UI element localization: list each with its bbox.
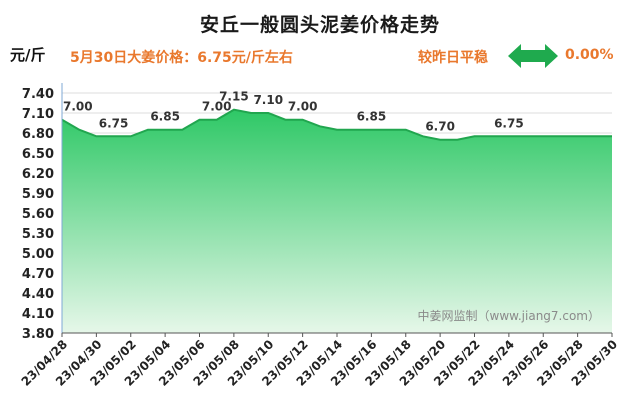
data-label: 7.00: [63, 100, 93, 114]
y-axis-unit: 元/斤: [10, 46, 46, 64]
change-percent: 0.00%: [565, 47, 614, 63]
price-line: [61, 108, 612, 141]
data-label: 6.85: [150, 110, 180, 124]
y-tick-label: 5.30: [22, 227, 54, 242]
x-axis-ticks: 23/04/2823/04/3023/05/0223/05/0423/05/06…: [19, 333, 620, 389]
y-tick-label: 6.20: [22, 167, 54, 182]
y-tick-label: 7.40: [22, 87, 54, 102]
compare-label: 较昨日平稳: [418, 50, 488, 66]
y-tick-label: 4.40: [22, 287, 54, 302]
data-label: 6.75: [99, 116, 129, 130]
data-label: 6.85: [357, 110, 387, 124]
double-arrow-icon: [508, 44, 558, 68]
y-axis-ticks: 7.40 7.10 6.80 6.50 6.20 5.90 5.60 5.30 5.00 4.70…: [22, 87, 54, 342]
price-area: [62, 109, 612, 333]
price-note: 5月30日大姜价格：6.75元/斤左右: [70, 50, 293, 66]
data-label: 6.70: [425, 120, 455, 134]
data-label: 7.10: [253, 93, 283, 107]
y-tick-label: 4.10: [22, 307, 54, 322]
watermark: 中姜网监制（www.jiang7.com）: [418, 308, 600, 323]
data-label: 6.75: [494, 116, 524, 130]
y-tick-label: 5.00: [22, 247, 54, 262]
y-tick-label: 5.90: [22, 187, 54, 202]
data-labels: 7.006.75 6.857.007.15 7.10 7.006.856.70 6.75: [63, 90, 524, 134]
chart-title: 安丘一般圆头泥姜价格走势: [199, 14, 440, 36]
y-tick-label: 3.80: [22, 327, 54, 342]
y-tick-label: 7.10: [22, 107, 54, 122]
data-label: 7.15: [219, 90, 249, 104]
y-tick-label: 6.80: [22, 127, 54, 142]
y-tick-label: 5.60: [22, 207, 54, 222]
y-tick-label: 6.50: [22, 147, 54, 162]
data-label: 7.00: [202, 100, 232, 114]
data-label: 7.00: [288, 100, 318, 114]
y-tick-label: 4.70: [22, 267, 54, 282]
